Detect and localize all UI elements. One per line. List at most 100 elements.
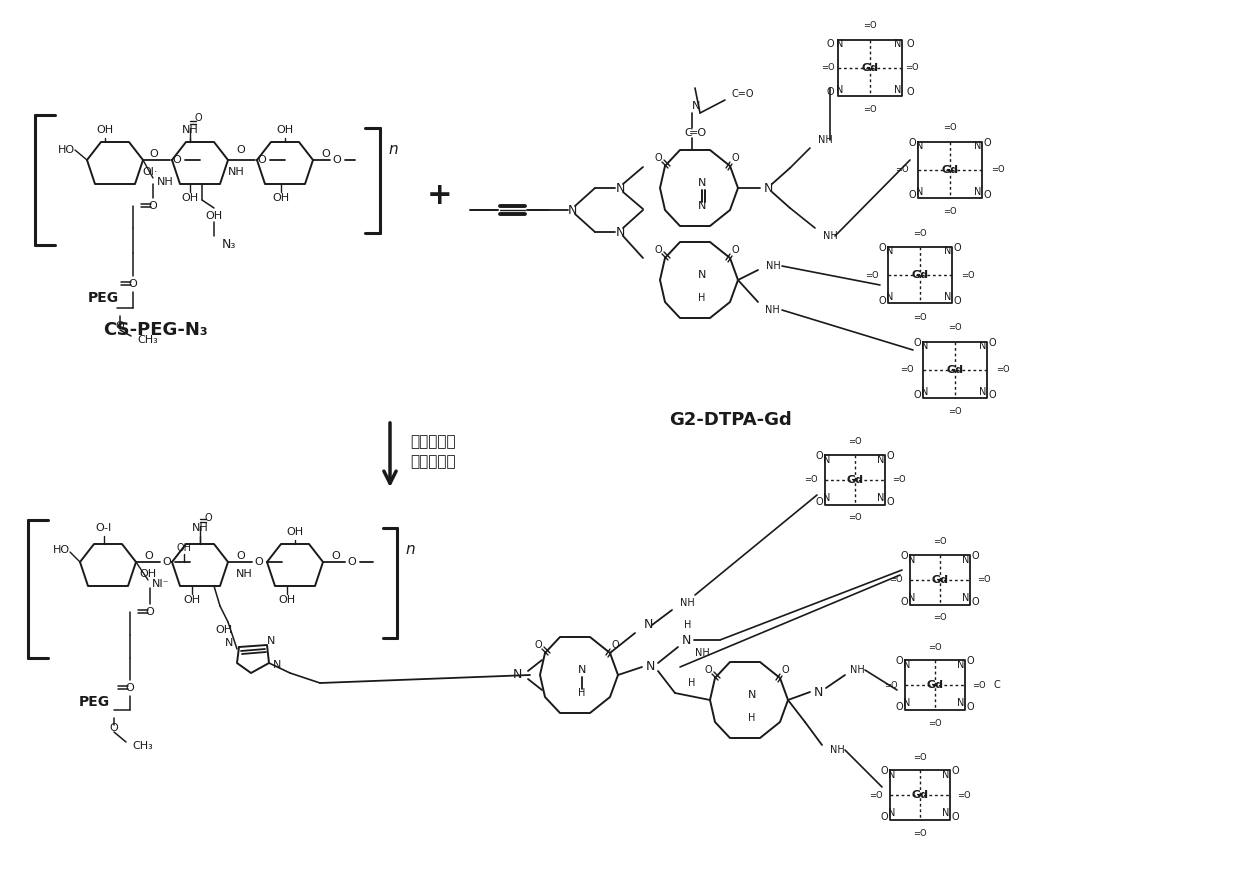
Text: =O: =O [934, 537, 947, 546]
Text: O: O [914, 337, 921, 348]
Text: CH₃: CH₃ [131, 741, 153, 751]
Text: N: N [887, 246, 894, 256]
Text: NH: NH [765, 305, 780, 315]
Text: =O: =O [895, 166, 909, 174]
Text: =O: =O [991, 166, 1004, 174]
Text: O: O [115, 321, 124, 331]
Text: 五水硫酸铜: 五水硫酸铜 [410, 434, 455, 449]
Text: O: O [534, 640, 542, 650]
Text: O: O [826, 39, 833, 49]
Text: N: N [578, 665, 587, 675]
Text: =O: =O [821, 63, 835, 72]
Text: O: O [655, 153, 662, 163]
Text: N: N [903, 660, 910, 670]
Text: OH: OH [97, 125, 114, 135]
Text: N: N [568, 204, 577, 217]
Text: O: O [347, 557, 356, 567]
Text: NH: NH [766, 261, 781, 271]
Text: =O: =O [848, 514, 862, 522]
Text: O: O [895, 702, 903, 712]
Text: O: O [952, 766, 960, 776]
Text: =O: =O [949, 323, 962, 332]
Text: =O: =O [848, 438, 862, 447]
Text: N: N [980, 341, 987, 351]
Text: O: O [331, 551, 340, 561]
Text: N: N [894, 39, 901, 49]
Text: O: O [880, 766, 888, 776]
Text: O-I: O-I [95, 523, 112, 533]
Text: O: O [816, 451, 823, 461]
Text: NH: NH [830, 745, 844, 755]
Text: =O: =O [893, 476, 905, 485]
Text: PEG: PEG [78, 695, 109, 709]
Text: O: O [988, 390, 996, 401]
Text: O: O [321, 149, 330, 159]
Text: Gd: Gd [946, 365, 963, 375]
Text: O: O [967, 702, 975, 712]
Text: NH: NH [694, 648, 709, 658]
Text: =O: =O [863, 106, 877, 115]
Text: O: O [906, 39, 914, 49]
Text: O: O [900, 552, 908, 561]
Text: =O: =O [929, 642, 942, 652]
Text: =O: =O [913, 828, 926, 838]
Text: O: O [149, 149, 157, 159]
Text: O: O [125, 683, 134, 693]
Text: O: O [887, 497, 894, 507]
Text: N: N [957, 698, 965, 708]
Text: O: O [162, 557, 171, 567]
Text: NH: NH [680, 598, 694, 608]
Text: O: O [782, 665, 790, 675]
Text: N: N [975, 187, 982, 197]
Text: =O: =O [977, 575, 991, 584]
Text: N: N [962, 555, 970, 565]
Text: Gd: Gd [911, 790, 929, 800]
Text: =O: =O [944, 208, 957, 217]
Text: CH₃: CH₃ [136, 335, 157, 345]
Text: =O: =O [905, 63, 919, 72]
Text: N: N [894, 85, 901, 95]
Text: =O: =O [949, 408, 962, 417]
Text: OH: OH [184, 595, 201, 605]
Text: O: O [826, 87, 833, 97]
Text: N: N [748, 690, 756, 700]
Text: N: N [645, 661, 655, 673]
Text: OH: OH [176, 543, 191, 553]
Text: O: O [900, 597, 908, 607]
Text: n: n [405, 543, 415, 558]
Text: OH: OH [273, 193, 290, 203]
Text: CS-PEG-N₃: CS-PEG-N₃ [103, 321, 207, 339]
Text: =O: =O [972, 680, 986, 690]
Text: Gd: Gd [847, 475, 863, 485]
Text: O: O [887, 451, 894, 461]
Text: O: O [983, 137, 991, 148]
Text: OH: OH [277, 125, 294, 135]
Text: n: n [388, 143, 398, 158]
Text: O: O [144, 551, 153, 561]
Text: N: N [273, 660, 281, 670]
Text: O: O [954, 243, 961, 253]
Text: N: N [916, 187, 924, 197]
Text: N: N [267, 636, 275, 646]
Text: NH: NH [823, 231, 838, 241]
Text: O: O [172, 155, 181, 165]
Text: HO: HO [53, 545, 69, 555]
Text: OH: OH [206, 211, 222, 221]
Text: N: N [644, 618, 653, 632]
Text: =O: =O [900, 366, 914, 374]
Text: O: O [258, 155, 267, 165]
Text: O: O [880, 812, 888, 822]
Text: H: H [684, 620, 692, 630]
Text: O: O [732, 245, 739, 255]
Text: =O: =O [805, 476, 818, 485]
Text: N: N [681, 633, 691, 647]
Text: N: N [836, 85, 843, 95]
Text: O: O [129, 279, 138, 289]
Text: =O: =O [944, 123, 957, 132]
Text: O: O [655, 245, 662, 255]
Text: OH: OH [181, 193, 198, 203]
Text: O: O [967, 656, 975, 666]
Text: H: H [698, 293, 706, 303]
Text: C: C [684, 128, 692, 138]
Text: N: N [975, 141, 982, 151]
